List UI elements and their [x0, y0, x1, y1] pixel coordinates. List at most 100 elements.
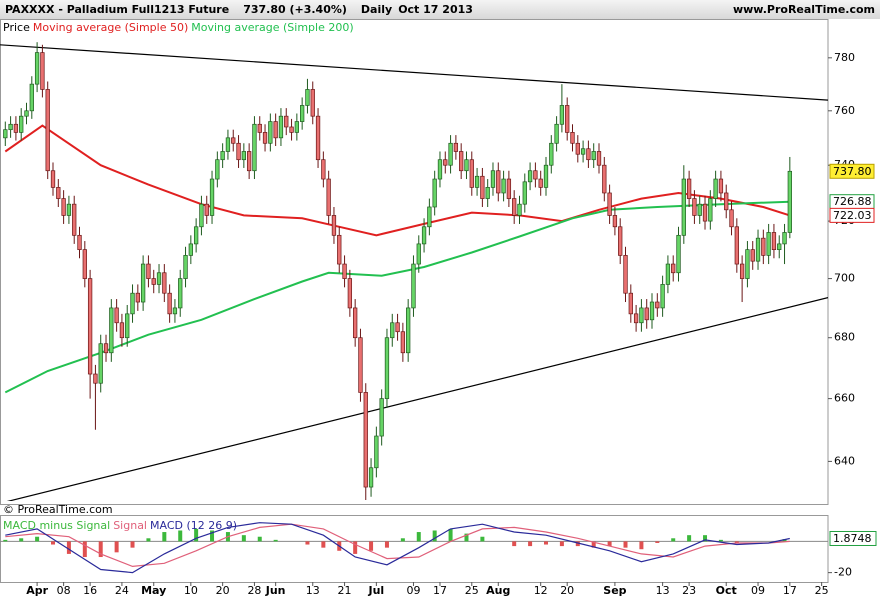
- period: Daily: [361, 3, 392, 16]
- candle-body: [300, 105, 305, 122]
- candle-body: [193, 226, 199, 245]
- x-tick-label: 21: [338, 584, 352, 597]
- candle-body: [734, 226, 739, 265]
- y-tick-label: 780: [834, 51, 855, 64]
- candle-body: [252, 123, 257, 172]
- candle-body: [246, 151, 252, 172]
- candle-body: [353, 307, 358, 339]
- candle-body: [231, 137, 236, 144]
- quote: 737.80 (+3.40%): [243, 3, 347, 16]
- histogram-bar: [82, 541, 87, 558]
- x-tick-label: 17: [783, 584, 797, 597]
- candle-body: [681, 178, 686, 236]
- price-label: 726.88: [833, 195, 872, 208]
- candle-body: [580, 148, 586, 155]
- x-tick-label: Apr: [26, 584, 48, 597]
- candle-body: [538, 178, 543, 188]
- candle-body: [167, 292, 172, 315]
- histogram-bar: [353, 541, 358, 554]
- candle-body: [623, 255, 628, 294]
- x-tick-label: 13: [306, 584, 320, 597]
- candle-body: [315, 115, 321, 161]
- candle-body: [739, 263, 745, 279]
- histogram-bar: [687, 535, 692, 542]
- candle-body: [522, 181, 527, 205]
- x-tick-label: May: [141, 584, 166, 597]
- candle-body: [236, 142, 241, 161]
- candle-body: [421, 226, 427, 245]
- x-tick-label: 16: [83, 584, 97, 597]
- price-pane: [0, 19, 829, 505]
- candle-body: [310, 89, 315, 117]
- histogram-bar: [19, 538, 24, 542]
- candle-body: [215, 159, 220, 180]
- date: Oct 17 2013: [398, 3, 473, 16]
- histogram-bar: [782, 539, 787, 542]
- candle-body: [363, 392, 368, 488]
- header-bar: [0, 0, 880, 19]
- candle-body: [119, 322, 125, 339]
- candle-body: [702, 203, 708, 222]
- histogram-bar: [623, 541, 628, 548]
- candle-body: [724, 192, 729, 211]
- candle-body: [56, 187, 61, 199]
- histogram-bar: [321, 541, 326, 548]
- candle-body: [109, 307, 114, 354]
- candle-body: [204, 203, 209, 216]
- histogram-bar: [241, 535, 246, 542]
- candle-body: [40, 52, 45, 90]
- candle-body: [98, 343, 103, 384]
- candle-body: [278, 115, 284, 139]
- histogram-bar: [305, 541, 310, 545]
- header-text: PAXXXX - Palladium Full1213 Future 737.80…: [5, 3, 473, 16]
- candle-body: [729, 209, 734, 228]
- candle-body: [718, 178, 724, 194]
- candle-body: [777, 243, 782, 250]
- candle-body: [490, 170, 496, 188]
- candle-body: [103, 343, 109, 354]
- candle-body: [612, 215, 618, 228]
- candle-body: [347, 278, 353, 309]
- y-tick-label: 700: [834, 272, 855, 285]
- x-tick-label: 23: [682, 584, 696, 597]
- histogram-bar: [432, 530, 437, 542]
- x-tick-label: 09: [406, 584, 420, 597]
- histogram-bar: [671, 538, 676, 542]
- candle-body: [464, 159, 469, 172]
- candle-body: [633, 313, 639, 324]
- x-tick-label: Oct: [716, 584, 737, 597]
- histogram-bar: [607, 541, 612, 547]
- histogram-bar: [703, 535, 708, 542]
- x-tick-label: 24: [115, 584, 129, 597]
- candle-body: [437, 159, 443, 180]
- candle-body: [575, 142, 580, 155]
- candle-body: [713, 178, 718, 199]
- histogram-bar: [448, 528, 453, 542]
- candle-body: [453, 142, 459, 152]
- x-tick-label: Jul: [368, 584, 385, 597]
- histogram-bar: [464, 533, 469, 542]
- macd-legend: MACD minus Signal Signal MACD (12 26 9): [3, 519, 237, 532]
- candle-body: [474, 175, 480, 188]
- histogram-bar: [273, 539, 278, 542]
- candle-body: [368, 467, 374, 488]
- candle-body: [496, 170, 501, 194]
- candle-body: [432, 178, 437, 208]
- candle-body: [708, 198, 713, 222]
- candle-body: [506, 178, 512, 199]
- candle-body: [24, 110, 29, 117]
- candle-body: [649, 301, 655, 321]
- legend: Price Moving average (Simple 50) Moving av…: [3, 21, 354, 34]
- x-tick-label: Aug: [486, 584, 510, 597]
- candle-body: [8, 123, 13, 131]
- x-tick-label: Jun: [265, 584, 286, 597]
- candle-body: [400, 331, 406, 354]
- histogram-bar: [655, 541, 660, 543]
- candle-body: [480, 175, 485, 199]
- histogram-bar: [257, 536, 262, 542]
- candle-body: [209, 178, 215, 216]
- candle-body: [517, 203, 522, 216]
- histogram-bar: [98, 541, 103, 558]
- macd-marks: [0, 522, 828, 574]
- histogram-bar: [146, 538, 151, 542]
